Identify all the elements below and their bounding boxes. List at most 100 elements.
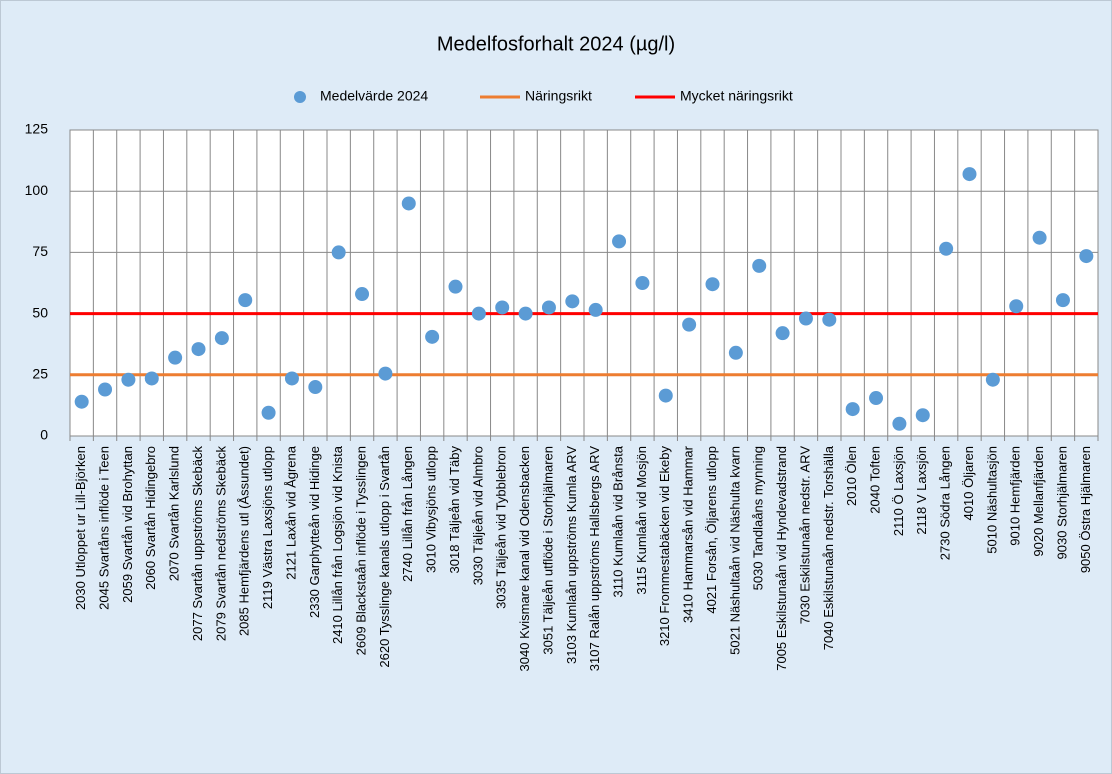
data-point bbox=[1032, 230, 1047, 245]
x-tick-label: 3018 Täljeån vid Täby bbox=[447, 446, 462, 574]
x-tick-label: 2040 Toften bbox=[867, 446, 882, 514]
data-point bbox=[798, 311, 813, 326]
data-point bbox=[915, 408, 930, 423]
data-point bbox=[425, 329, 440, 344]
data-point bbox=[962, 167, 977, 182]
data-point bbox=[308, 380, 323, 395]
legend-label: Medelvärde 2024 bbox=[320, 88, 428, 104]
data-point bbox=[612, 234, 627, 249]
x-tick-label: 2030 Utloppet ur Lill-Björken bbox=[73, 446, 88, 610]
data-point bbox=[1009, 299, 1024, 314]
x-tick-label: 9030 Storhjälmaren bbox=[1054, 446, 1069, 559]
x-tick-label: 3103 Kumlaån uppströms Kumla ARV bbox=[564, 446, 579, 664]
y-tick-label: 25 bbox=[32, 366, 48, 382]
data-point bbox=[331, 245, 346, 260]
x-tick-label: 2070 Svartån Karlslund bbox=[167, 446, 182, 581]
x-tick-label: 3115 Kumlaån vid Mosjön bbox=[634, 446, 649, 595]
x-tick-label: 3110 Kumlaån vid Brånsta bbox=[610, 445, 625, 597]
x-tick-label: 3410 Hammarsån vid Hammar bbox=[681, 445, 696, 623]
x-tick-label: 9050 Östra Hjälmaren bbox=[1078, 446, 1093, 573]
x-tick-label: 2121 Laxån vid Ågrena bbox=[283, 445, 298, 579]
x-tick-label: 2110 Ö Laxsjön bbox=[891, 446, 906, 536]
x-tick-label: 3040 Kvismare kanal vid Odensbacken bbox=[517, 446, 532, 671]
x-tick-label: 5010 Näshultasjön bbox=[984, 446, 999, 554]
data-point bbox=[261, 405, 276, 420]
x-tick-label: 2119 Västra Laxsjöns utlopp bbox=[260, 446, 275, 609]
data-point bbox=[191, 342, 206, 357]
x-tick-label: 2079 Svartån nedströms Skebäck bbox=[213, 446, 228, 642]
x-tick-label: 2077 Svartån uppströms Skebäck bbox=[190, 446, 205, 642]
x-tick-label: 2059 Svartån vid Brohyttan bbox=[120, 446, 135, 603]
data-point bbox=[448, 279, 463, 294]
x-tick-label: 7030 Eskilstunaån nedstr. ARV bbox=[797, 446, 812, 625]
data-point bbox=[121, 372, 136, 387]
legend-label: Näringsrikt bbox=[525, 88, 592, 104]
x-tick-label: 5030 Tandlaåns mynning bbox=[751, 446, 766, 590]
data-point bbox=[869, 391, 884, 406]
x-tick-label: 2060 Svartån Hidingebro bbox=[143, 446, 158, 590]
data-point bbox=[378, 366, 393, 381]
y-tick-label: 0 bbox=[40, 427, 48, 443]
data-point bbox=[565, 294, 580, 309]
x-tick-label: 3030 Täljeån vid Almbro bbox=[470, 446, 485, 585]
x-tick-label: 3010 Vibysjöns utlopp bbox=[424, 446, 439, 573]
data-point bbox=[728, 345, 743, 360]
data-point bbox=[682, 317, 697, 332]
x-tick-label: 2045 Svartåns inflöde i Teen bbox=[96, 446, 111, 610]
x-tick-label: 3210 Frommestabäcken vid Ekeby bbox=[657, 446, 672, 647]
y-tick-label: 100 bbox=[25, 182, 49, 198]
data-point bbox=[168, 350, 183, 365]
x-tick-label: 3051 Täljeån utflöde i Storhjälmaren bbox=[540, 446, 555, 655]
x-tick-label: 2609 Blackstaån inflöde i Tysslingen bbox=[353, 446, 368, 655]
x-tick-label: 4021 Forsån, Öljarens utlopp bbox=[704, 446, 719, 614]
x-tick-label: 7040 Eskilstunaån nedstr. Torshälla bbox=[821, 445, 836, 650]
data-point bbox=[144, 371, 159, 386]
x-tick-label: 9020 Mellanfjärden bbox=[1031, 446, 1046, 557]
x-tick-label: 2410 Lillån från Logsjön vid Knista bbox=[330, 445, 345, 644]
data-point bbox=[214, 331, 229, 346]
x-tick-label: 3107 Ralån uppströms Hallsbergs ARV bbox=[587, 446, 602, 672]
data-point bbox=[939, 241, 954, 256]
y-tick-label: 125 bbox=[25, 121, 49, 137]
x-tick-label: 2620 Tysslinge kanals utlopp i Svartån bbox=[377, 446, 392, 668]
data-point bbox=[518, 306, 533, 321]
data-point bbox=[495, 300, 510, 315]
data-point bbox=[892, 416, 907, 431]
legend-label: Mycket näringsrikt bbox=[680, 88, 793, 104]
data-point bbox=[98, 382, 113, 397]
data-point bbox=[284, 371, 299, 386]
x-tick-label: 2118 V Laxsjön bbox=[914, 446, 929, 535]
x-tick-label: 4010 Öljaren bbox=[961, 446, 976, 520]
chart-title: Medelfosforhalt 2024 (µg/l) bbox=[437, 33, 675, 55]
x-tick-label: 2010 Ölen bbox=[844, 446, 859, 506]
data-point bbox=[822, 312, 837, 327]
data-point bbox=[658, 388, 673, 403]
data-point bbox=[1079, 249, 1094, 264]
data-point bbox=[775, 326, 790, 341]
data-point bbox=[588, 302, 603, 317]
data-point bbox=[705, 277, 720, 292]
x-tick-label: 2330 Garphytteån vid Hidinge bbox=[307, 446, 322, 618]
data-point bbox=[74, 394, 89, 409]
x-tick-label: 9010 Hemfjärden bbox=[1008, 446, 1023, 546]
data-point bbox=[985, 372, 1000, 387]
y-tick-label: 50 bbox=[32, 304, 48, 320]
data-point bbox=[752, 258, 767, 273]
y-tick-label: 75 bbox=[32, 243, 48, 259]
data-point bbox=[845, 402, 860, 417]
data-point bbox=[635, 276, 650, 290]
data-point bbox=[355, 287, 370, 302]
data-point bbox=[471, 306, 486, 321]
x-tick-label: 3035 Täljeån vid Tybblebron bbox=[494, 446, 509, 609]
data-point bbox=[401, 196, 416, 211]
data-point bbox=[238, 293, 253, 308]
data-point bbox=[541, 300, 556, 315]
x-tick-label: 2085 Hemfjärdens utl (Åssundet) bbox=[237, 446, 252, 636]
x-tick-label: 5021 Näshultaån vid Näshulta kvarn bbox=[727, 446, 742, 655]
x-tick-label: 7005 Eskilstunaån vid Hyndevadstrand bbox=[774, 446, 789, 671]
x-tick-label: 2740 Lillån från Lången bbox=[400, 446, 415, 582]
legend-marker bbox=[294, 91, 306, 103]
x-tick-label: 2730 Södra Lången bbox=[938, 446, 953, 560]
data-point bbox=[1055, 293, 1070, 308]
